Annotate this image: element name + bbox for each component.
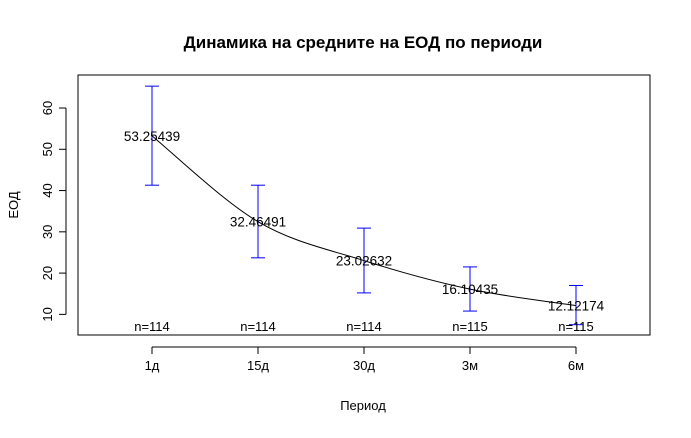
- data-label: 16.10435: [442, 282, 498, 297]
- x-tick-label: 30д: [353, 358, 375, 373]
- error-bars: [145, 85, 583, 326]
- n-label: n=114: [240, 319, 276, 334]
- y-tick-label: 50: [40, 142, 55, 156]
- trend-line: [151, 135, 577, 307]
- n-label: n=115: [452, 319, 488, 334]
- y-tick-label: 30: [40, 225, 55, 239]
- y-axis: 10 20 30 40 50 60: [40, 101, 67, 322]
- data-labels: 53.25439 32.46491 23.02632 16.10435 12.12174: [124, 129, 605, 314]
- n-label: n=114: [346, 319, 382, 334]
- chart-title: Динамика на средните на ЕОД по периоди: [184, 33, 543, 52]
- data-label: 23.02632: [336, 254, 392, 269]
- y-tick-label: 60: [40, 101, 55, 115]
- x-axis: 1д 15д 30д 3м 6м: [145, 346, 584, 373]
- x-tick-label: 15д: [247, 358, 269, 373]
- x-tick-label: 3м: [462, 358, 478, 373]
- x-axis-title: Период: [340, 398, 386, 413]
- data-label: 32.46491: [230, 215, 286, 230]
- y-tick-label: 20: [40, 266, 55, 280]
- x-tick-label: 1д: [145, 358, 160, 373]
- data-label: 53.25439: [124, 129, 180, 144]
- x-tick-label: 6м: [568, 358, 584, 373]
- n-label: n=114: [134, 319, 170, 334]
- n-label: n=115: [558, 319, 594, 334]
- y-tick-label: 40: [40, 183, 55, 197]
- data-label: 12.12174: [548, 299, 605, 314]
- y-tick-label: 10: [40, 307, 55, 321]
- y-axis-title: ЕОД: [6, 191, 21, 218]
- n-labels: n=114 n=114 n=114 n=115 n=115: [134, 319, 594, 334]
- plot-frame: [77, 74, 651, 336]
